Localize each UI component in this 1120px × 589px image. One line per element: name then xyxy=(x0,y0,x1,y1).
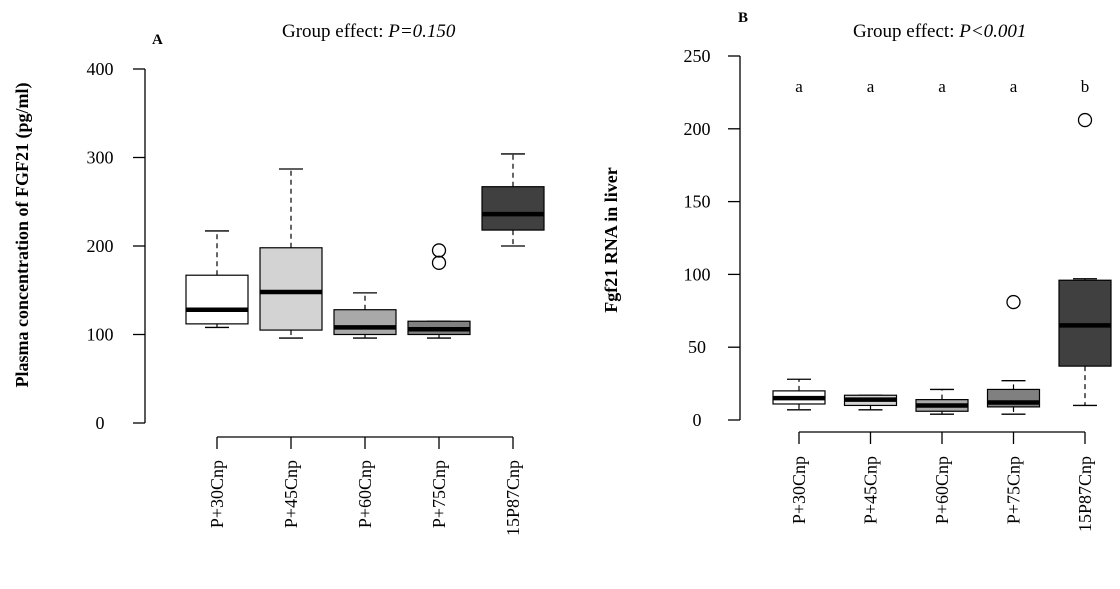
panel-a-y-tick-label: 300 xyxy=(87,148,114,168)
panel-a-x-tick-label: P+45Cnp xyxy=(281,460,301,528)
panel-b-y-tick-label: 200 xyxy=(684,119,711,139)
panel-a-box xyxy=(333,309,397,336)
panel-a-y-tick-label: 100 xyxy=(87,325,114,345)
panel-a-label: A xyxy=(152,32,163,48)
panel-a-y-axis-label: Plasma concentration of FGF21 (pg/ml) xyxy=(12,83,33,388)
panel-b-x-tick-label: P+75Cnp xyxy=(1004,456,1024,524)
panel-a-outlier-point xyxy=(431,243,447,258)
panel-b-significance-letter: a xyxy=(795,77,803,96)
panel-a-x-tick-label: P+30Cnp xyxy=(207,460,227,528)
panel-b-x-tick-label: 15P87Cnp xyxy=(1075,456,1095,532)
panel-a-x-tick-label: 15P87Cnp xyxy=(503,460,523,536)
panel-a-title-prefix: Group effect: xyxy=(282,21,388,42)
panel-a-x-tick-label: P+60Cnp xyxy=(355,460,375,528)
panel-b-x-tick-label: P+45Cnp xyxy=(861,456,881,524)
panel-a-y-tick-label: 200 xyxy=(87,236,114,256)
panel-b-significance-letter: a xyxy=(1010,77,1018,96)
panel-a-y-tick-label: 0 xyxy=(96,413,105,433)
panel-a-box xyxy=(259,247,323,331)
panel-b-y-axis-label: Fgf21 RNA in liver xyxy=(601,167,621,313)
panel-b-y-tick-label: 0 xyxy=(693,410,702,430)
panel-b-outlier-point xyxy=(1077,112,1093,128)
panel-b-plot-area: 0 50 100 150 200 250 P+30Cnp P+45Cnp P+60Cnp P+75… xyxy=(684,46,1112,532)
panel-a-title: Group effect: P=0.150 xyxy=(282,21,456,42)
panel-b-y-tick-label: 150 xyxy=(684,192,711,212)
panel-b-y-tick-label: 50 xyxy=(688,337,706,357)
panel-a-box xyxy=(185,274,249,325)
panel-a-outlier-point xyxy=(431,255,447,270)
panel-b-label: B xyxy=(738,10,748,26)
panel-b-significance-letter: a xyxy=(867,77,875,96)
panel-a-plot-area: 0 100 200 300 400 P+30Cnp P+45Cnp P+60Cnp P+75Cn… xyxy=(87,59,545,536)
panel-a-title-p: P=0.150 xyxy=(387,21,456,42)
panel-b-outlier-point xyxy=(1006,294,1021,310)
panel-a-x-tick-label: P+75Cnp xyxy=(429,460,449,528)
panel-b-x-tick-label: P+30Cnp xyxy=(789,456,809,524)
panel-b-significance-letter: b xyxy=(1081,77,1090,96)
panel-b-title: Group effect: P<0.001 xyxy=(853,21,1026,42)
panel-b-title-prefix: Group effect: xyxy=(853,21,959,42)
panel-b-y-tick-label: 100 xyxy=(684,264,711,284)
panel-a-y-tick-label: 400 xyxy=(87,59,114,79)
panel-b-x-tick-label: P+60Cnp xyxy=(932,456,952,524)
panel-b-title-p: P<0.001 xyxy=(958,21,1026,42)
panel-a-box xyxy=(481,186,545,231)
panel-b-significance-letter: a xyxy=(938,77,946,96)
panel-b-y-tick-label: 250 xyxy=(684,46,711,66)
